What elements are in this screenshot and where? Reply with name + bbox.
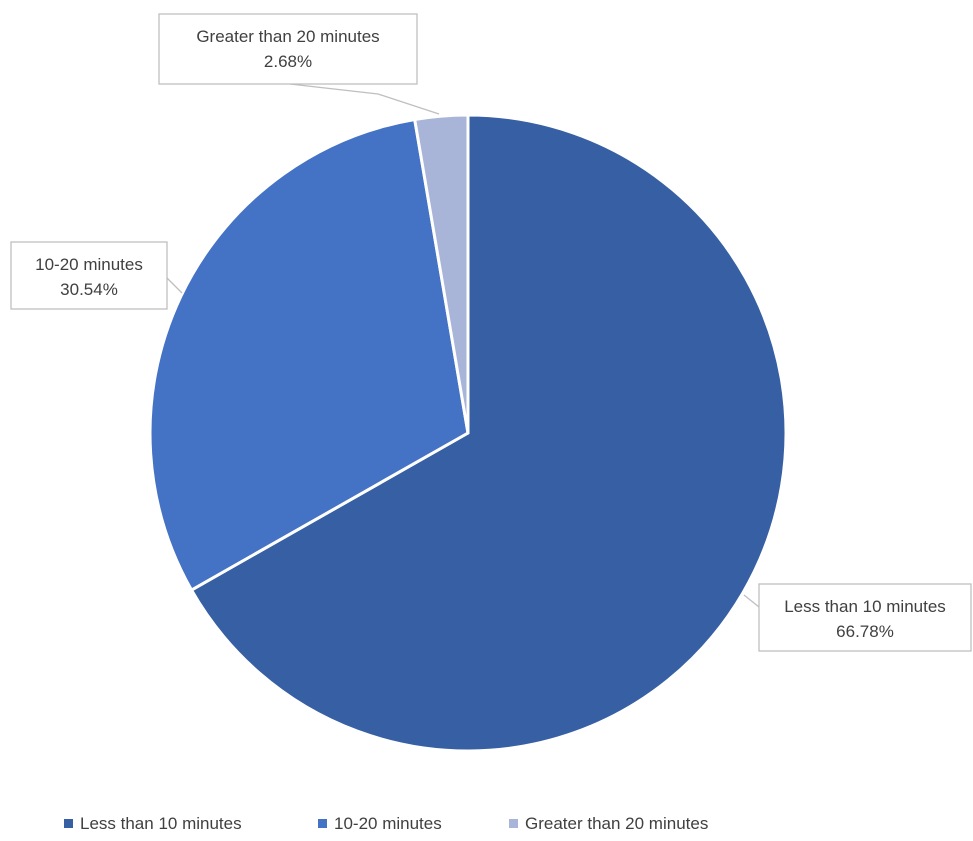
legend-item-greater-than-20-minutes: Greater than 20 minutes — [509, 814, 708, 833]
data-label-percent: 30.54% — [60, 280, 118, 299]
legend-label: Greater than 20 minutes — [525, 814, 708, 833]
legend: Less than 10 minutes 10-20 minutes Greater… — [64, 814, 708, 833]
callout-box — [10, 241, 168, 310]
pie-slice-10-20-minutes — [148, 117, 470, 592]
legend-label: Less than 10 minutes — [80, 814, 242, 833]
pie-slices — [148, 113, 788, 753]
data-label-category: Greater than 20 minutes — [196, 27, 379, 46]
callout-greater-than-20-minutes: Greater than 20 minutes 2.68% — [158, 13, 440, 115]
legend-swatch — [318, 819, 327, 828]
callout-box — [758, 583, 972, 652]
pie-slice-less-than-10-minutes — [189, 113, 788, 753]
pie-slice-greater-than-20-minutes — [413, 113, 470, 435]
callout-leader-line — [743, 594, 760, 608]
callout-less-than-10-minutes: Less than 10 minutes 66.78% — [743, 583, 972, 652]
legend-item-10-20-minutes: 10-20 minutes — [318, 814, 442, 833]
legend-swatch — [509, 819, 518, 828]
data-label-category: Less than 10 minutes — [784, 597, 946, 616]
callout-box — [158, 13, 418, 85]
callout-leader-line — [166, 277, 183, 294]
callout-10-20-minutes: 10-20 minutes 30.54% — [10, 241, 183, 310]
legend-swatch — [64, 819, 73, 828]
data-label-callouts: Less than 10 minutes 66.78% 10-20 minutes 3… — [10, 13, 972, 652]
legend-label: 10-20 minutes — [334, 814, 442, 833]
legend-item-less-than-10-minutes: Less than 10 minutes — [64, 814, 242, 833]
data-label-category: 10-20 minutes — [35, 255, 143, 274]
data-label-percent: 66.78% — [836, 622, 894, 641]
data-label-percent: 2.68% — [264, 52, 312, 71]
callout-leader-line — [289, 83, 440, 115]
